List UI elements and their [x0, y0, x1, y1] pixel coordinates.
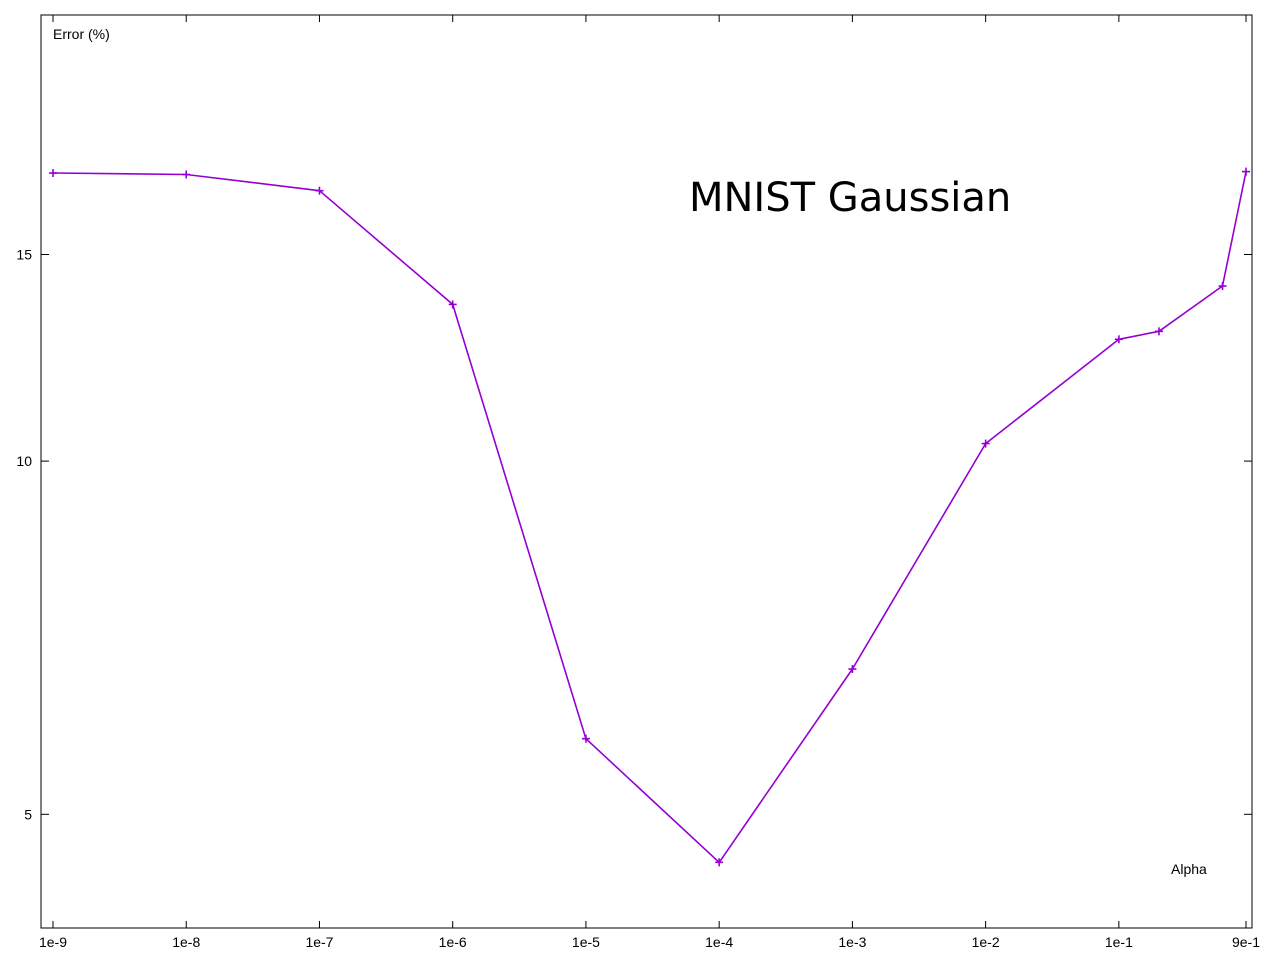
x-tick-label: 1e-2	[972, 934, 1000, 950]
plot-frame	[40, 14, 1253, 929]
x-tick-label: 1e-5	[572, 934, 600, 950]
y-axis-ticks: 5 10 15	[16, 246, 1252, 822]
data-point	[981, 439, 990, 448]
x-tick-label: 1e-4	[705, 934, 733, 950]
x-tick-label: 1e-9	[39, 934, 67, 950]
series-layer	[49, 167, 1250, 867]
data-point	[1114, 335, 1123, 344]
y-axis-label: Error (%)	[53, 26, 110, 42]
x-tick-label: 1e-6	[439, 934, 467, 950]
data-point	[715, 858, 724, 867]
y-tick-label: 5	[24, 806, 32, 822]
x-axis-label: Alpha	[1171, 861, 1207, 877]
data-point	[1218, 282, 1227, 291]
data-point	[848, 664, 857, 673]
x-tick-label: 1e-7	[305, 934, 333, 950]
x-tick-label: 9e-1	[1232, 934, 1260, 950]
data-point	[1154, 327, 1163, 336]
y-tick-label: 15	[16, 246, 32, 262]
series-line	[52, 171, 1247, 864]
data-point	[182, 170, 191, 179]
data-point	[49, 169, 57, 178]
y-tick-label: 10	[16, 453, 32, 469]
data-point	[448, 300, 457, 309]
data-point	[315, 186, 324, 195]
x-tick-label: 1e-1	[1105, 934, 1133, 950]
x-tick-label: 1e-3	[838, 934, 866, 950]
data-point	[1242, 167, 1250, 176]
x-axis-ticks: 1e-9 1e-8 1e-7 1e-6 1e-5 1e-4 1e-3 1e-2 1e-1 9e-1	[39, 15, 1260, 950]
x-tick-label: 1e-8	[172, 934, 200, 950]
chart-title: MNIST Gaussian	[689, 175, 1011, 221]
data-point	[581, 734, 590, 743]
